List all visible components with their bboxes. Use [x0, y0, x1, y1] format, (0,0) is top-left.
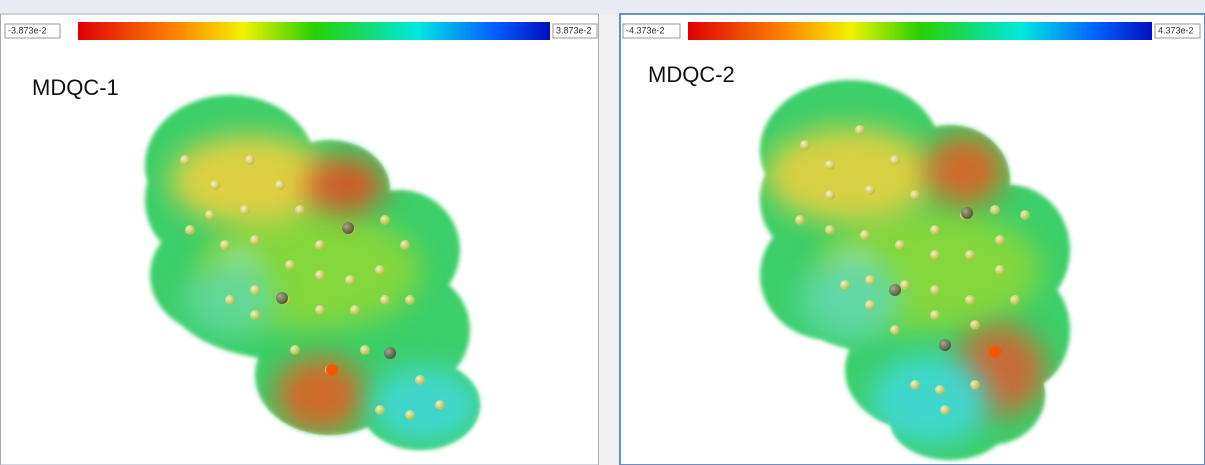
- panel-title: MDQC-1: [32, 75, 119, 100]
- window-top: [0, 0, 1205, 14]
- atom: [375, 265, 385, 275]
- atom: [965, 250, 975, 260]
- atom: [939, 339, 951, 351]
- atom: [995, 235, 1005, 245]
- atom: [930, 285, 940, 295]
- atom: [380, 215, 390, 225]
- surface-patch: [765, 127, 935, 223]
- atom: [435, 400, 445, 410]
- atom: [400, 240, 410, 250]
- scale-max-label: 4.373e-2: [1158, 25, 1194, 35]
- atom: [384, 347, 396, 359]
- atom: [989, 346, 1001, 358]
- atom: [910, 190, 920, 200]
- atom: [326, 364, 338, 376]
- atom: [240, 205, 250, 215]
- atom: [276, 292, 288, 304]
- atom: [889, 284, 901, 296]
- atom: [890, 155, 900, 165]
- atom: [360, 345, 370, 355]
- atom: [860, 230, 870, 240]
- atom: [275, 180, 285, 190]
- atom: [295, 205, 305, 215]
- atom: [825, 190, 835, 200]
- scrollbar: [599, 14, 619, 465]
- atom: [405, 410, 415, 420]
- atom: [185, 225, 195, 235]
- atom: [405, 295, 415, 305]
- atom: [890, 325, 900, 335]
- atom: [865, 300, 875, 310]
- atom: [795, 215, 805, 225]
- surface-patch: [275, 357, 365, 433]
- atom: [900, 280, 910, 290]
- surface-patch: [305, 157, 385, 213]
- atom: [865, 275, 875, 285]
- surface-patch: [925, 135, 1005, 205]
- atom: [800, 140, 810, 150]
- atom: [1010, 295, 1020, 305]
- atom: [285, 260, 295, 270]
- atom: [315, 240, 325, 250]
- atom: [910, 380, 920, 390]
- atom: [350, 305, 360, 315]
- atom: [1020, 210, 1030, 220]
- figure: -3.873e-2 3.873e-2 MDQC-1 -4.373e-2 4.373e-2…: [0, 0, 1205, 465]
- atom: [855, 125, 865, 135]
- atom: [865, 185, 875, 195]
- atom: [415, 375, 425, 385]
- atom: [315, 270, 325, 280]
- panel-title: MDQC-2: [648, 62, 735, 87]
- atom: [930, 250, 940, 260]
- atom: [290, 345, 300, 355]
- atom: [380, 295, 390, 305]
- atom: [965, 295, 975, 305]
- atom: [250, 285, 260, 295]
- scale-bar: [688, 22, 1152, 40]
- surface-patch: [800, 260, 900, 340]
- atom: [220, 240, 230, 250]
- atom: [825, 225, 835, 235]
- atom: [995, 265, 1005, 275]
- atom: [315, 305, 325, 315]
- surface-patch: [370, 367, 480, 443]
- atom: [205, 210, 215, 220]
- atom: [970, 380, 980, 390]
- atom: [930, 310, 940, 320]
- atom: [225, 295, 235, 305]
- scale-min-label: -3.873e-2: [8, 25, 47, 35]
- atom: [840, 280, 850, 290]
- scale-max-label: 3.873e-2: [556, 25, 592, 35]
- atom: [895, 240, 905, 250]
- scale-min-label: -4.373e-2: [626, 25, 665, 35]
- atom: [342, 222, 354, 234]
- atom: [825, 160, 835, 170]
- atom: [935, 385, 945, 395]
- atom: [375, 405, 385, 415]
- atom: [961, 207, 973, 219]
- atom: [180, 155, 190, 165]
- scale-bar: [78, 22, 550, 40]
- atom: [345, 275, 355, 285]
- atom: [245, 155, 255, 165]
- atom: [210, 180, 220, 190]
- atom: [250, 235, 260, 245]
- atom: [940, 405, 950, 415]
- atom: [930, 225, 940, 235]
- atom: [970, 320, 980, 330]
- atom: [990, 205, 1000, 215]
- atom: [250, 310, 260, 320]
